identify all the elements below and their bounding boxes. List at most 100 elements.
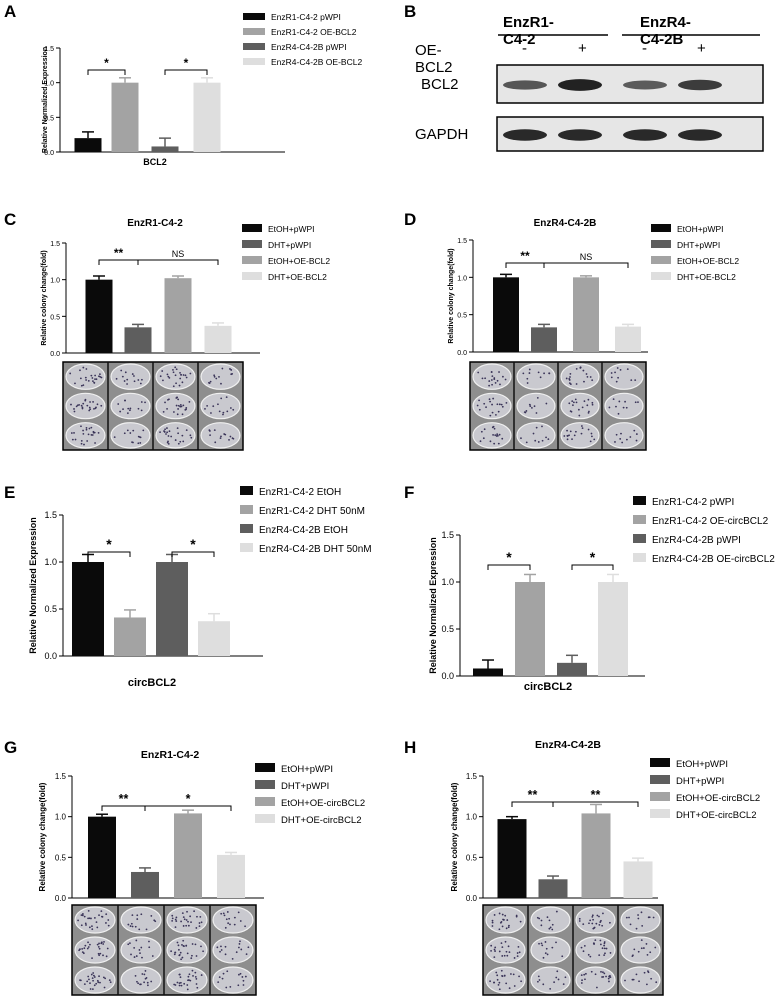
y-tick-label: 1.5 [441, 530, 454, 540]
colony-dot [84, 399, 87, 402]
significance-label: NS [172, 249, 185, 259]
colony-dot [143, 981, 146, 984]
colony-dot [595, 922, 598, 925]
colony-dot [496, 433, 499, 436]
colony-dot [153, 919, 156, 922]
colony-dot [183, 945, 185, 948]
colony-dot [590, 970, 593, 973]
colony-dot [582, 950, 585, 953]
blot-group-underlines [498, 34, 760, 36]
colony-dot [584, 972, 587, 975]
colony-well [472, 392, 512, 420]
colony-dot [196, 986, 199, 989]
colony-dot [163, 431, 166, 433]
colony-dot [562, 983, 565, 986]
colony-dot [93, 984, 96, 987]
colony-dot [168, 376, 171, 379]
colony-dot [240, 948, 243, 951]
colony-dot [624, 979, 626, 982]
colony-dot [137, 442, 140, 445]
colony-dot [167, 375, 170, 378]
colony-dot [492, 397, 495, 400]
colony-well [155, 392, 196, 420]
colony-dot [498, 988, 501, 991]
legend-swatch [255, 763, 275, 772]
colony-dot [229, 923, 231, 926]
colony-dot [490, 370, 493, 373]
colony-dot [626, 438, 628, 441]
colony-dot [220, 949, 223, 951]
colony-dot [145, 928, 148, 931]
colony-dot [491, 403, 493, 406]
colony-dot [525, 410, 528, 412]
colony-dot [79, 979, 81, 982]
colony-dot [498, 981, 501, 984]
colony-dot [591, 435, 593, 438]
colony-dot [141, 378, 143, 381]
legend-swatch [255, 780, 275, 789]
colony-dot [544, 952, 547, 955]
colony-well [74, 906, 116, 934]
colony-dot [136, 918, 139, 920]
colony-dot [175, 916, 178, 919]
colony-dot [232, 408, 235, 411]
bar [204, 325, 232, 353]
colony-dot [631, 955, 634, 958]
colony-dot [581, 979, 583, 982]
colony-dot [100, 942, 103, 945]
colony-dot [568, 402, 571, 405]
colony-dot [90, 973, 93, 976]
colony-dot [545, 947, 548, 950]
colony-dot [556, 970, 559, 973]
colony-dot [80, 924, 83, 927]
colony-dot [189, 434, 192, 437]
colony-dot [172, 368, 174, 371]
y-tick-label: 0.5 [457, 313, 467, 320]
colony-dot [73, 410, 76, 413]
colony-dot [133, 956, 136, 958]
colony-dot [89, 982, 91, 985]
colony-dot [96, 403, 99, 406]
colony-dot [82, 433, 85, 435]
colony-dot [84, 376, 87, 379]
colony-dot [216, 946, 219, 949]
colony-dot [198, 925, 201, 928]
bar [156, 562, 188, 656]
bar [531, 327, 557, 352]
legend-label: EtOH+pWPI [268, 224, 315, 234]
y-axis-label: Relative colony change(fold) [450, 782, 459, 891]
colony-dot [181, 434, 184, 437]
bar [193, 82, 221, 152]
colony-dot [126, 378, 129, 381]
colony-dot [538, 917, 541, 920]
significance-bracket [511, 801, 554, 807]
colony-dot [579, 366, 582, 369]
colony-well [516, 363, 556, 390]
colony-dot [174, 926, 177, 929]
y-tick-label: 1.5 [466, 772, 478, 781]
colony-dot [186, 952, 189, 955]
y-tick-label: 0.0 [441, 671, 454, 681]
colony-dot [103, 986, 106, 989]
colony-dot [190, 957, 193, 960]
colony-dot [124, 371, 127, 374]
colony-dot [519, 920, 522, 923]
colony-dot [95, 982, 98, 985]
colony-dot [493, 981, 495, 984]
colony-dot [645, 983, 648, 986]
legend-label: EnzR1-C4-2 OE-circBCL2 [652, 516, 769, 527]
colony-dot [490, 949, 492, 952]
colony-dot [244, 925, 246, 928]
blot-band [678, 79, 722, 91]
significance-bracket [87, 551, 131, 557]
legend-label: EnzR4-C4-2B pWPI [271, 42, 347, 52]
colony-dot [503, 919, 505, 921]
colony-dot [488, 398, 491, 401]
colony-dot [220, 912, 223, 915]
colony-dot [126, 429, 129, 432]
colony-dot [518, 975, 520, 978]
colony-dot [578, 917, 581, 920]
colony-dot [180, 920, 182, 923]
colony-dot [580, 425, 583, 427]
colony-dot [580, 432, 583, 435]
